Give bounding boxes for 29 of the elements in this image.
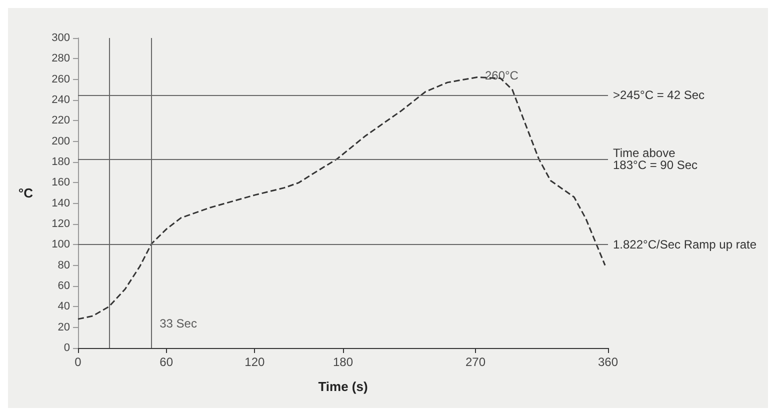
ref-line-label: >245°C = 42 Sec bbox=[613, 88, 705, 102]
x-tick-label: 180 bbox=[332, 355, 354, 369]
y-tick-label: 100 bbox=[52, 238, 70, 251]
ref-line-label: Time above 183°C = 90 Sec bbox=[613, 146, 698, 172]
y-tick-label: 0 bbox=[64, 342, 70, 354]
y-tick-label: 40 bbox=[58, 300, 70, 313]
y-tick-label: 240 bbox=[52, 94, 70, 106]
y-tick-label: 20 bbox=[58, 321, 70, 334]
y-tick-label: 160 bbox=[52, 176, 70, 189]
annotation: 33 Sec bbox=[160, 316, 197, 330]
x-tick-label: 0 bbox=[74, 355, 82, 369]
y-tick-label: 280 bbox=[52, 52, 70, 65]
y-tick-label: 180 bbox=[52, 156, 70, 168]
x-tick-label: 270 bbox=[465, 355, 486, 369]
ref-line-label: 1.822°C/Sec Ramp up rate bbox=[613, 238, 757, 252]
x-tick-label: 120 bbox=[244, 355, 265, 369]
y-tick-label: 260 bbox=[52, 73, 70, 86]
annotation: 260°C bbox=[484, 68, 519, 82]
y-tick-label: 220 bbox=[52, 114, 70, 127]
y-tick-label: 60 bbox=[58, 280, 70, 292]
x-tick-label: 60 bbox=[160, 355, 174, 369]
y-axis-title: °C bbox=[18, 186, 34, 200]
y-tick-label: 120 bbox=[52, 218, 70, 230]
x-axis-title: Time (s) bbox=[318, 379, 368, 394]
y-tick-label: 80 bbox=[58, 259, 70, 272]
x-tick-label: 360 bbox=[598, 355, 618, 369]
y-tick-label: 300 bbox=[52, 32, 70, 44]
y-tick-label: 200 bbox=[52, 135, 70, 148]
y-tick-label: 140 bbox=[52, 197, 70, 210]
